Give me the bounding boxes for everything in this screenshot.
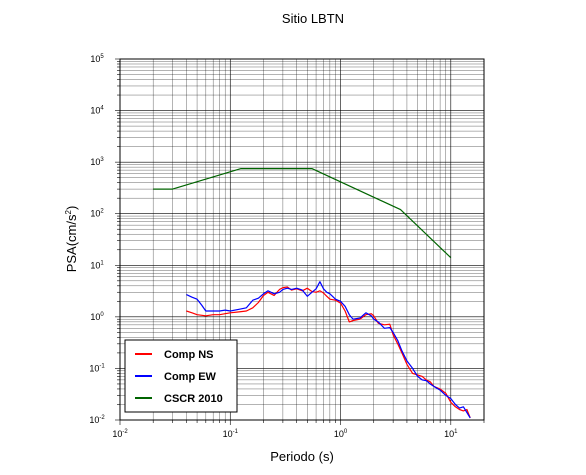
y-tick-label: 104 (90, 106, 104, 116)
legend: Comp NS Comp EW CSCR 2010 (124, 339, 238, 413)
x-tick-label: 100 (334, 429, 348, 439)
x-tick-label: 10-2 (112, 429, 128, 439)
y-axis-title-close: ) (64, 206, 79, 210)
series-line-cscr-2010 (153, 168, 452, 259)
y-tick-label: 103 (90, 157, 104, 167)
legend-label: CSCR 2010 (164, 393, 223, 405)
legend-label: Comp EW (164, 371, 217, 383)
legend-label: Comp NS (164, 349, 214, 361)
series-line-comp-ew (186, 281, 471, 419)
series-line-comp-ns (186, 286, 471, 419)
y-tick-label: 105 (90, 54, 104, 64)
y-axis-title-sup: 2 (64, 210, 73, 215)
y-tick-label: 102 (90, 209, 104, 219)
chart-title: Sitio LBTN (282, 11, 344, 26)
x-axis-title: Periodo (s) (270, 449, 334, 464)
grid-lines (119, 58, 485, 421)
x-tick-label: 10-1 (223, 429, 239, 439)
y-axis-title-base: PSA(cm/s (64, 214, 79, 272)
y-axis-title: PSA(cm/s2) (64, 206, 79, 273)
x-tick-label: 101 (444, 429, 458, 439)
plot-frame (119, 58, 485, 421)
y-tick-label: 100 (90, 312, 104, 322)
series-layer (153, 168, 471, 419)
y-tick-label: 10-1 (89, 363, 105, 373)
y-tick-label: 10-2 (89, 415, 105, 425)
axis-ticks: 10-2 10-1 100 101 10-2 10-1 100 101 102 103 104 105 (89, 54, 485, 439)
y-tick-label: 101 (90, 260, 104, 270)
